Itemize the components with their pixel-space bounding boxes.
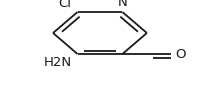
Text: H2N: H2N [43, 56, 71, 69]
Text: N: N [118, 0, 127, 9]
Text: O: O [175, 48, 186, 60]
Text: Cl: Cl [58, 0, 71, 10]
